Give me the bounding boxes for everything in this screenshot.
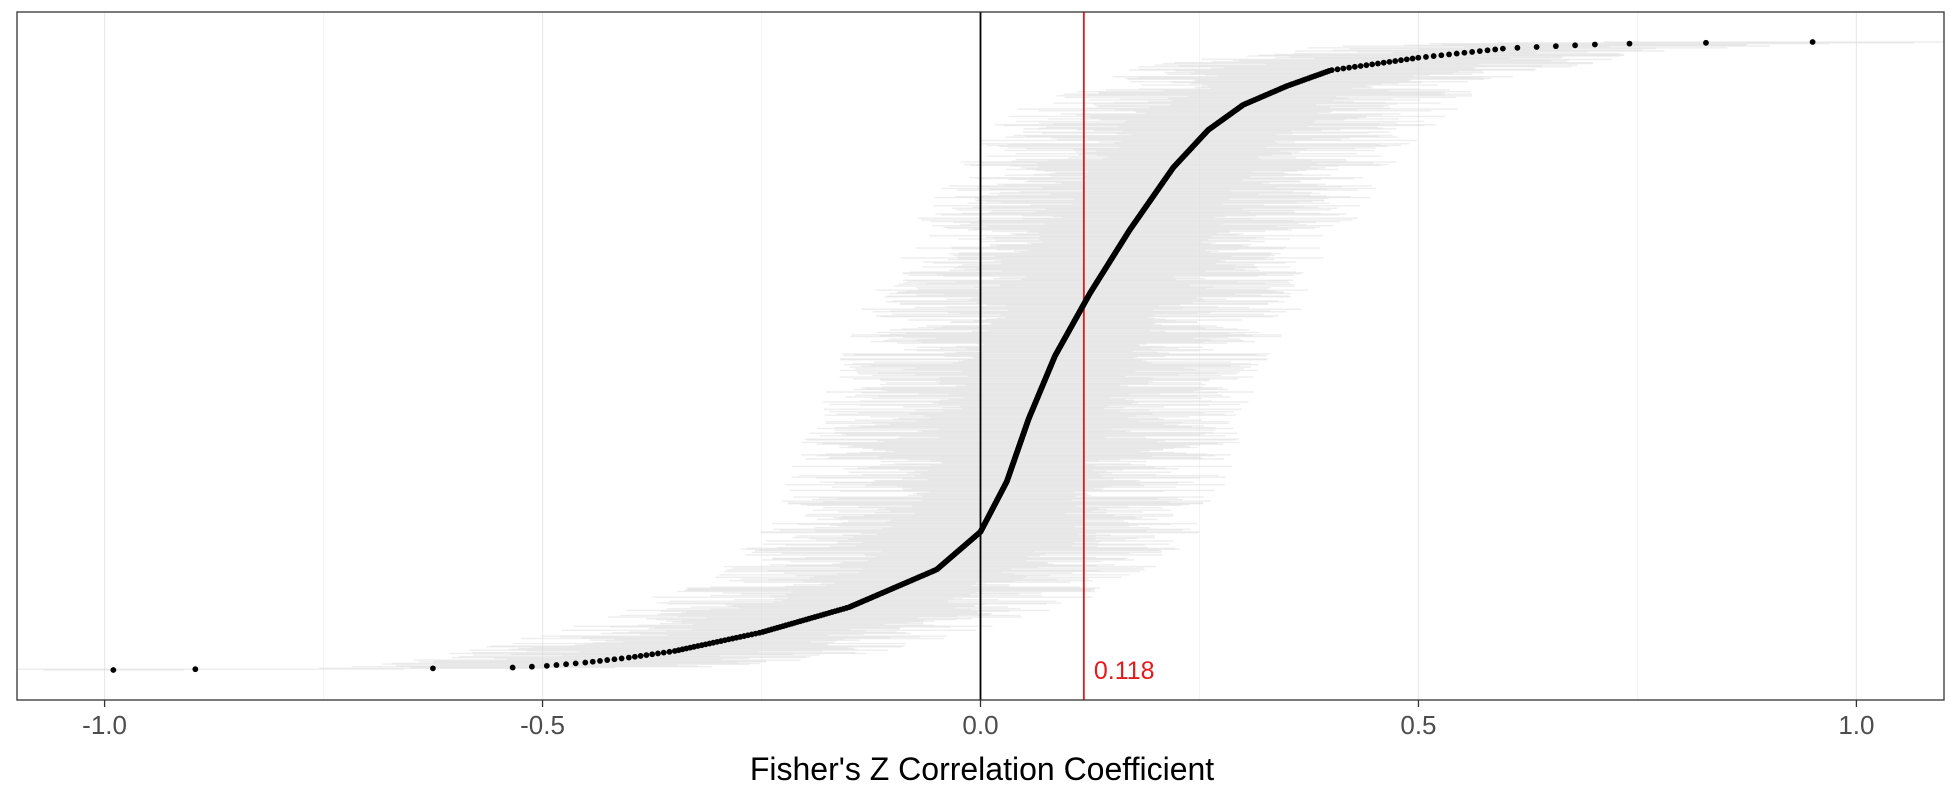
x-tick-label: 1.0 [1838,710,1874,740]
point-estimate [1572,42,1578,49]
point-estimate [1533,44,1540,50]
point-estimate [649,651,656,658]
point-estimate [553,662,560,668]
point-estimate [1398,57,1404,64]
point-estimate [1380,59,1387,66]
point-estimate [1334,66,1341,73]
point-estimate [1351,63,1358,70]
point-estimate [528,663,535,670]
point-estimate [1363,62,1370,69]
point-estimate [1392,58,1399,64]
point-estimate [1403,56,1410,63]
point-estimate [604,657,611,663]
point-estimate [1369,61,1376,68]
point-estimate [1415,54,1422,61]
x-axis-title: Fisher's Z Correlation Coefficient [750,751,1214,787]
point-estimate [572,660,579,667]
point-estimate [625,654,632,661]
point-estimate [1461,49,1468,56]
reference-lines [979,12,1085,700]
point-estimate [1346,64,1352,71]
point-estimate [1476,48,1483,55]
x-tick-label: 0.0 [962,710,998,740]
point-estimate [110,667,117,673]
point-estimate [1340,65,1347,72]
point-estimate [1514,44,1521,51]
point-estimate [1328,67,1335,74]
point-estimate [597,657,603,664]
point-estimate [1430,53,1437,59]
point-estimate [1409,55,1416,62]
point-estimate [1386,58,1393,65]
point-estimate [637,653,644,659]
point-estimate [660,649,667,656]
point-estimate [589,658,596,665]
point-estimate [1809,39,1816,45]
point-estimate [543,662,550,669]
x-axis-ticks: -1.0 -0.5 0.0 0.5 1.0 [82,700,1874,740]
point-estimate [1357,63,1364,69]
point-estimate [1499,45,1506,52]
point-estimate [430,665,436,672]
point-estimate [1423,53,1429,60]
grid-lines [103,12,1858,700]
point-estimate [611,656,618,663]
point-estimate [582,659,589,666]
point-estimate [1703,39,1709,46]
point-estimate [643,652,650,659]
x-tick-label: -1.0 [82,710,127,740]
reference-line-label: 0.118 [1094,657,1155,685]
point-estimates [110,39,1816,673]
point-estimate [509,664,516,671]
point-estimate [1552,43,1559,50]
point-estimate [1453,50,1460,57]
point-estimate [631,653,638,660]
point-estimate [1591,41,1598,48]
point-estimate [1469,49,1476,55]
point-estimate [666,648,673,655]
point-estimate [1446,51,1452,58]
point-estimate [1484,47,1491,54]
point-estimate [192,666,199,673]
point-estimate [1438,52,1445,59]
point-estimate [1492,46,1499,53]
x-tick-label: 0.5 [1400,710,1436,740]
point-estimate [655,650,661,657]
point-estimate [1375,60,1381,67]
point-estimate [563,661,569,668]
x-tick-label: -0.5 [520,710,565,740]
point-estimate [1626,40,1633,47]
point-estimate [618,655,625,662]
